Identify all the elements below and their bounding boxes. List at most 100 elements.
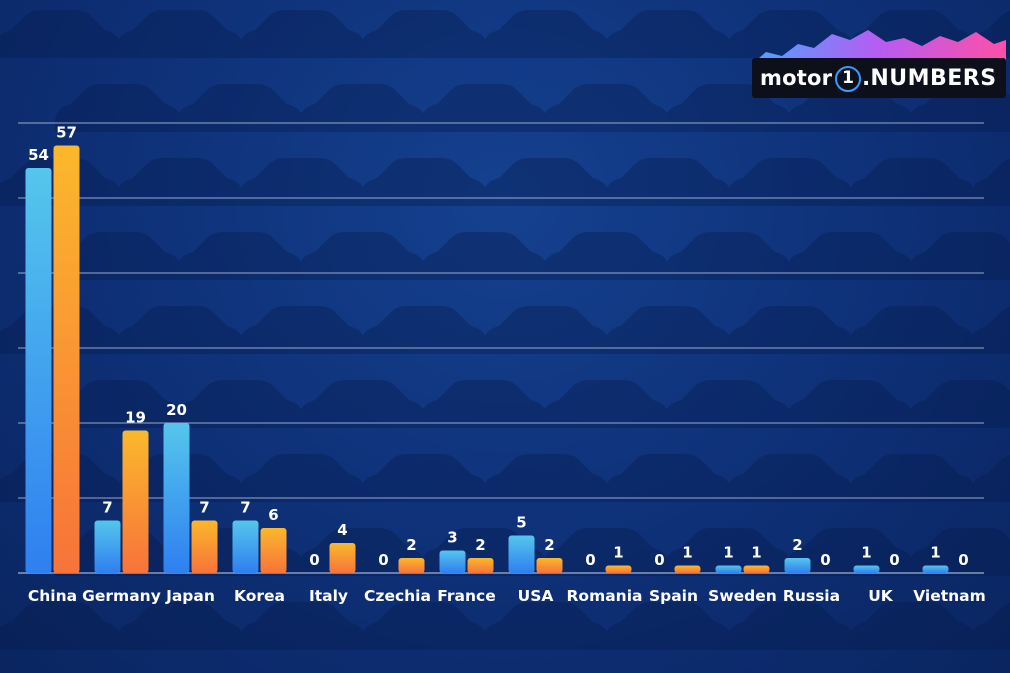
- car-silhouette: [605, 306, 731, 354]
- bar-series-b-italy: [329, 543, 356, 573]
- car-silhouette: [483, 602, 609, 650]
- bar-series-b-germany: [122, 430, 149, 573]
- data-label-series-a-sweden: 1: [723, 544, 733, 562]
- car-silhouette: [787, 232, 913, 280]
- logo-suffix: NUMBERS: [870, 66, 997, 91]
- category-label-sweden: Sweden: [708, 587, 777, 605]
- car-silhouette: [909, 232, 1010, 280]
- car-silhouette: [177, 232, 303, 280]
- bar-series-a-korea: [232, 520, 259, 573]
- data-label-series-b-spain: 1: [682, 544, 692, 562]
- data-label-series-b-russia: 0: [820, 551, 830, 569]
- car-silhouette: [299, 84, 425, 132]
- car-silhouette: [849, 306, 975, 354]
- car-silhouette: [849, 158, 975, 206]
- bar-series-b-sweden: [743, 565, 770, 573]
- bar-series-a-germany: [94, 520, 121, 573]
- mountain-graph-icon: [752, 30, 1006, 64]
- car-silhouette: [483, 10, 609, 58]
- category-label-spain: Spain: [649, 587, 698, 605]
- car-silhouette: [361, 306, 487, 354]
- category-label-russia: Russia: [783, 587, 840, 605]
- data-label-series-b-uk: 0: [889, 551, 899, 569]
- bar-series-a-china: [25, 168, 52, 573]
- category-label-japan: Japan: [165, 587, 215, 605]
- data-label-series-a-korea: 7: [240, 499, 250, 517]
- bar-series-a-sweden: [715, 565, 742, 573]
- category-label-usa: USA: [518, 587, 554, 605]
- car-silhouette: [55, 380, 181, 428]
- bar-series-b-japan: [191, 520, 218, 573]
- car-silhouette: [605, 10, 731, 58]
- data-label-series-a-france: 3: [447, 529, 457, 547]
- car-silhouette: [55, 84, 181, 132]
- category-label-france: France: [437, 587, 495, 605]
- car-silhouette: [727, 158, 853, 206]
- data-label-series-a-romania: 0: [585, 551, 595, 569]
- data-label-series-a-germany: 7: [102, 499, 112, 517]
- logo-plate: [752, 58, 1006, 98]
- car-silhouette: [239, 602, 365, 650]
- car-silhouette: [727, 602, 853, 650]
- car-silhouette: [361, 454, 487, 502]
- data-label-series-b-sweden: 1: [751, 544, 761, 562]
- car-silhouette: [0, 602, 121, 650]
- car-silhouette: [665, 380, 791, 428]
- car-silhouette: [239, 10, 365, 58]
- data-label-series-b-france: 2: [475, 536, 485, 554]
- car-silhouette: [299, 380, 425, 428]
- logo-word: motor: [760, 66, 833, 90]
- category-label-czechia: Czechia: [364, 587, 431, 605]
- category-label-germany: Germany: [82, 587, 161, 605]
- car-silhouette: [299, 232, 425, 280]
- bar-series-b-czechia: [398, 558, 425, 573]
- car-silhouette: [239, 454, 365, 502]
- data-label-series-b-germany: 19: [125, 409, 146, 427]
- car-silhouette: [971, 306, 1010, 354]
- bar-series-b-korea: [260, 528, 287, 573]
- bar-series-a-uk: [853, 565, 880, 573]
- car-silhouette: [543, 528, 669, 576]
- bar-series-b-china: [53, 145, 80, 573]
- bar-series-a-usa: [508, 535, 535, 573]
- car-silhouette: [605, 454, 731, 502]
- data-label-series-a-russia: 2: [792, 536, 802, 554]
- car-silhouette: [605, 602, 731, 650]
- data-label-series-b-china: 57: [56, 124, 77, 142]
- car-silhouette: [849, 602, 975, 650]
- car-silhouette: [55, 232, 181, 280]
- category-label-italy: Italy: [309, 587, 348, 605]
- car-silhouette: [665, 528, 791, 576]
- category-label-romania: Romania: [566, 587, 642, 605]
- data-label-series-b-italy: 4: [337, 521, 347, 539]
- car-silhouette: [177, 380, 303, 428]
- car-silhouette: [117, 10, 243, 58]
- logo-mark: 1: [835, 66, 862, 92]
- bar-series-a-vietnam: [922, 565, 949, 573]
- car-silhouette: [971, 602, 1010, 650]
- car-silhouette: [239, 306, 365, 354]
- bar-series-b-usa: [536, 558, 563, 573]
- car-silhouette: [543, 232, 669, 280]
- data-label-series-a-czechia: 0: [378, 551, 388, 569]
- car-silhouette: [177, 84, 303, 132]
- car-silhouette: [665, 232, 791, 280]
- category-label-uk: UK: [868, 587, 894, 605]
- car-silhouette: [361, 602, 487, 650]
- data-label-series-a-italy: 0: [309, 551, 319, 569]
- data-label-series-b-czechia: 2: [406, 536, 416, 554]
- car-silhouette: [0, 10, 121, 58]
- car-silhouette: [727, 454, 853, 502]
- data-label-series-b-usa: 2: [544, 536, 554, 554]
- bar-series-b-france: [467, 558, 494, 573]
- car-silhouette: [117, 602, 243, 650]
- car-silhouette: [361, 10, 487, 58]
- car-silhouette: [239, 158, 365, 206]
- car-silhouette: [483, 306, 609, 354]
- bar-series-a-japan: [163, 423, 190, 573]
- bar-series-a-russia: [784, 558, 811, 573]
- car-silhouette: [117, 306, 243, 354]
- car-silhouette: [361, 158, 487, 206]
- data-label-series-a-usa: 5: [516, 514, 526, 532]
